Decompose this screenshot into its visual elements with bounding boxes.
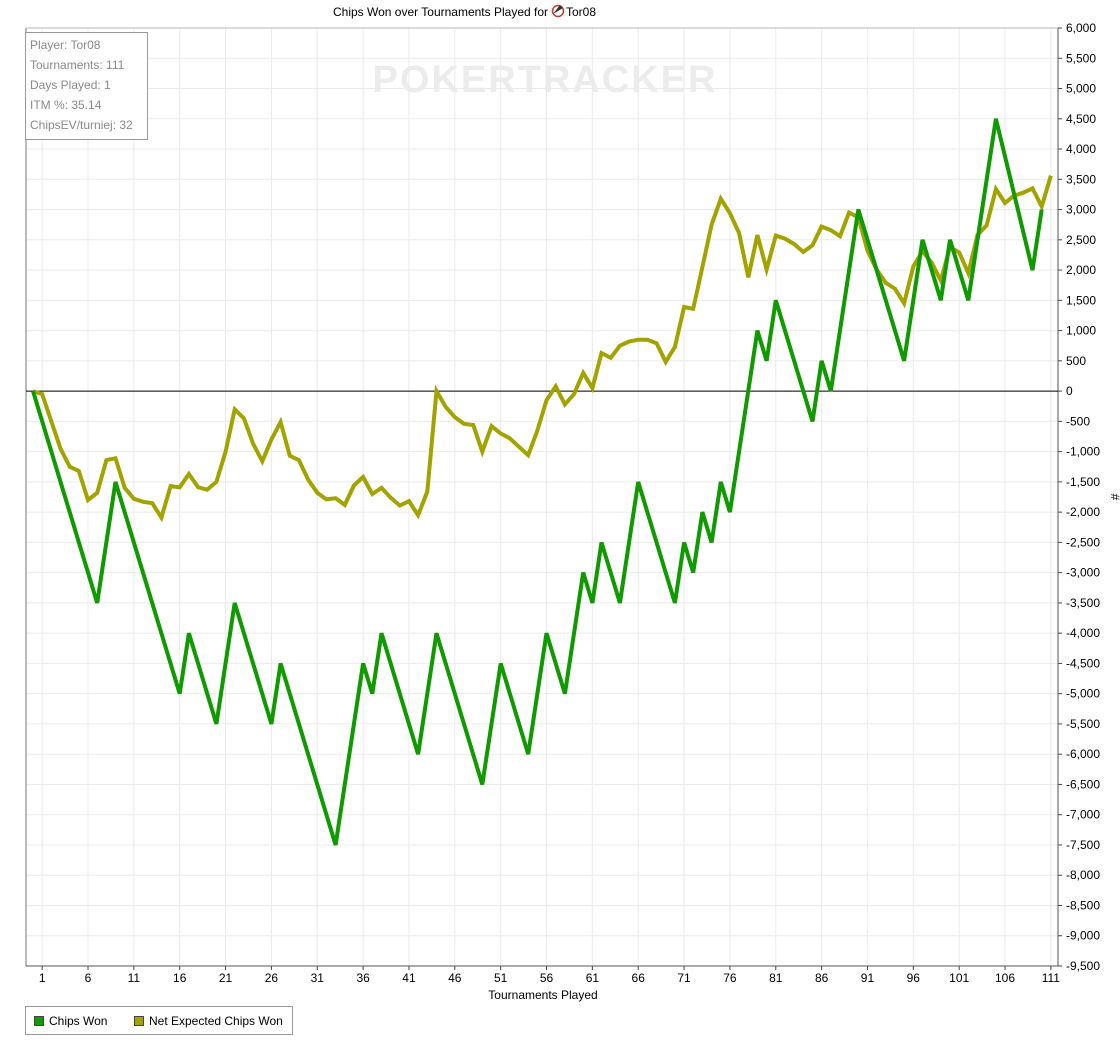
y-tick-label: 3,000 xyxy=(1066,203,1096,217)
series-line-net-expected-chips-won xyxy=(32,175,1053,523)
x-tick-label: 76 xyxy=(723,971,737,985)
x-tick-label: 61 xyxy=(586,971,600,985)
series-line-chips-won xyxy=(31,118,1044,846)
chart-title: Chips Won over Tournaments Played for xyxy=(333,5,548,19)
x-tick-label: 6 xyxy=(85,971,92,985)
y-tick-label: 500 xyxy=(1066,354,1086,368)
plot-area xyxy=(26,28,1058,966)
poker-chip-icon xyxy=(551,4,565,18)
y-tick-label: 1,000 xyxy=(1066,324,1096,338)
x-tick-label: 111 xyxy=(1042,971,1061,985)
y-axis-label: # xyxy=(1108,494,1120,501)
y-tick-label: -7,500 xyxy=(1066,838,1100,852)
y-tick-label: -1,000 xyxy=(1066,445,1100,459)
y-tick-label: -1,500 xyxy=(1066,475,1100,489)
x-tick-label: 1 xyxy=(39,971,46,985)
x-tick-label: 86 xyxy=(815,971,829,985)
y-tick-label: 2,500 xyxy=(1066,233,1096,247)
y-tick-label: 3,500 xyxy=(1066,172,1096,186)
y-tick-label: -2,500 xyxy=(1066,535,1100,549)
y-tick-label: -4,000 xyxy=(1066,626,1100,640)
legend: Chips Won Net Expected Chips Won xyxy=(25,1006,293,1035)
y-tick-label: -3,000 xyxy=(1066,566,1100,580)
stat-player: Player: Tor08 xyxy=(30,38,101,52)
legend-label-net-expected: Net Expected Chips Won xyxy=(149,1014,283,1028)
player-stats-box: Player: Tor08 Tournaments: 111 Days Play… xyxy=(25,32,148,140)
y-tick-label: -5,500 xyxy=(1066,717,1100,731)
x-tick-label: 16 xyxy=(173,971,187,985)
x-tick-label: 96 xyxy=(907,971,921,985)
y-tick-label: -4,500 xyxy=(1066,656,1100,670)
poker-chip-icon-mark xyxy=(553,5,563,14)
stat-chipsev: ChipsEV/turniej: 32 xyxy=(30,118,133,132)
legend-item-chips-won: Chips Won xyxy=(34,1014,107,1028)
y-tick-label: -7,000 xyxy=(1066,808,1100,822)
y-tick-label: 2,000 xyxy=(1066,263,1096,277)
x-tick-label: 46 xyxy=(448,971,462,985)
x-tick-label: 56 xyxy=(540,971,554,985)
y-tick-label: 4,500 xyxy=(1066,112,1096,126)
x-tick-label: 31 xyxy=(311,971,325,985)
legend-item-net-expected: Net Expected Chips Won xyxy=(134,1014,283,1028)
chart-title-player: Tor08 xyxy=(566,5,596,19)
legend-swatch-net-expected xyxy=(134,1016,144,1026)
stat-days-played: Days Played: 1 xyxy=(30,78,111,92)
grid-lines: -9,500 -9,000 -8,500 -8,000 -7,500 -7,000 -6,5… xyxy=(26,21,1100,985)
y-tick-label: -6,000 xyxy=(1066,747,1100,761)
y-tick-label: -3,500 xyxy=(1066,596,1100,610)
y-tick-label: 6,000 xyxy=(1066,21,1096,35)
y-tick-label: 4,000 xyxy=(1066,142,1096,156)
y-tick-label: -8,000 xyxy=(1066,868,1100,882)
x-tick-label: 21 xyxy=(219,971,233,985)
x-tick-label: 41 xyxy=(402,971,416,985)
y-tick-label: 0 xyxy=(1066,384,1073,398)
x-tick-label: 11 xyxy=(128,971,141,985)
x-tick-label: 101 xyxy=(949,971,969,985)
x-tick-label: 36 xyxy=(356,971,370,985)
stat-itm: ITM %: 35.14 xyxy=(30,98,102,112)
watermark-logo: POKERTRACKER xyxy=(373,59,718,101)
x-tick-label: 71 xyxy=(677,971,691,985)
x-tick-label: 81 xyxy=(769,971,783,985)
y-tick-label: -2,000 xyxy=(1066,505,1100,519)
y-tick-label: -5,000 xyxy=(1066,687,1100,701)
y-tick-label: 5,000 xyxy=(1066,82,1096,96)
x-tick-label: 51 xyxy=(494,971,508,985)
y-tick-label: -9,000 xyxy=(1066,929,1100,943)
x-tick-label: 26 xyxy=(265,971,279,985)
x-axis-label: Tournaments Played xyxy=(488,988,597,1002)
legend-swatch-chips-won xyxy=(34,1016,44,1026)
stat-tournaments: Tournaments: 111 xyxy=(30,58,125,72)
y-tick-label: -9,500 xyxy=(1066,959,1100,973)
legend-label-chips-won: Chips Won xyxy=(49,1014,108,1028)
y-tick-label: 5,500 xyxy=(1066,51,1096,65)
y-tick-label: -500 xyxy=(1066,414,1090,428)
y-tick-label: -6,500 xyxy=(1066,777,1100,791)
x-tick-label: 66 xyxy=(632,971,646,985)
x-tick-label: 106 xyxy=(995,971,1015,985)
y-tick-label: 1,500 xyxy=(1066,293,1096,307)
y-tick-label: -8,500 xyxy=(1066,898,1100,912)
x-tick-label: 91 xyxy=(861,971,875,985)
